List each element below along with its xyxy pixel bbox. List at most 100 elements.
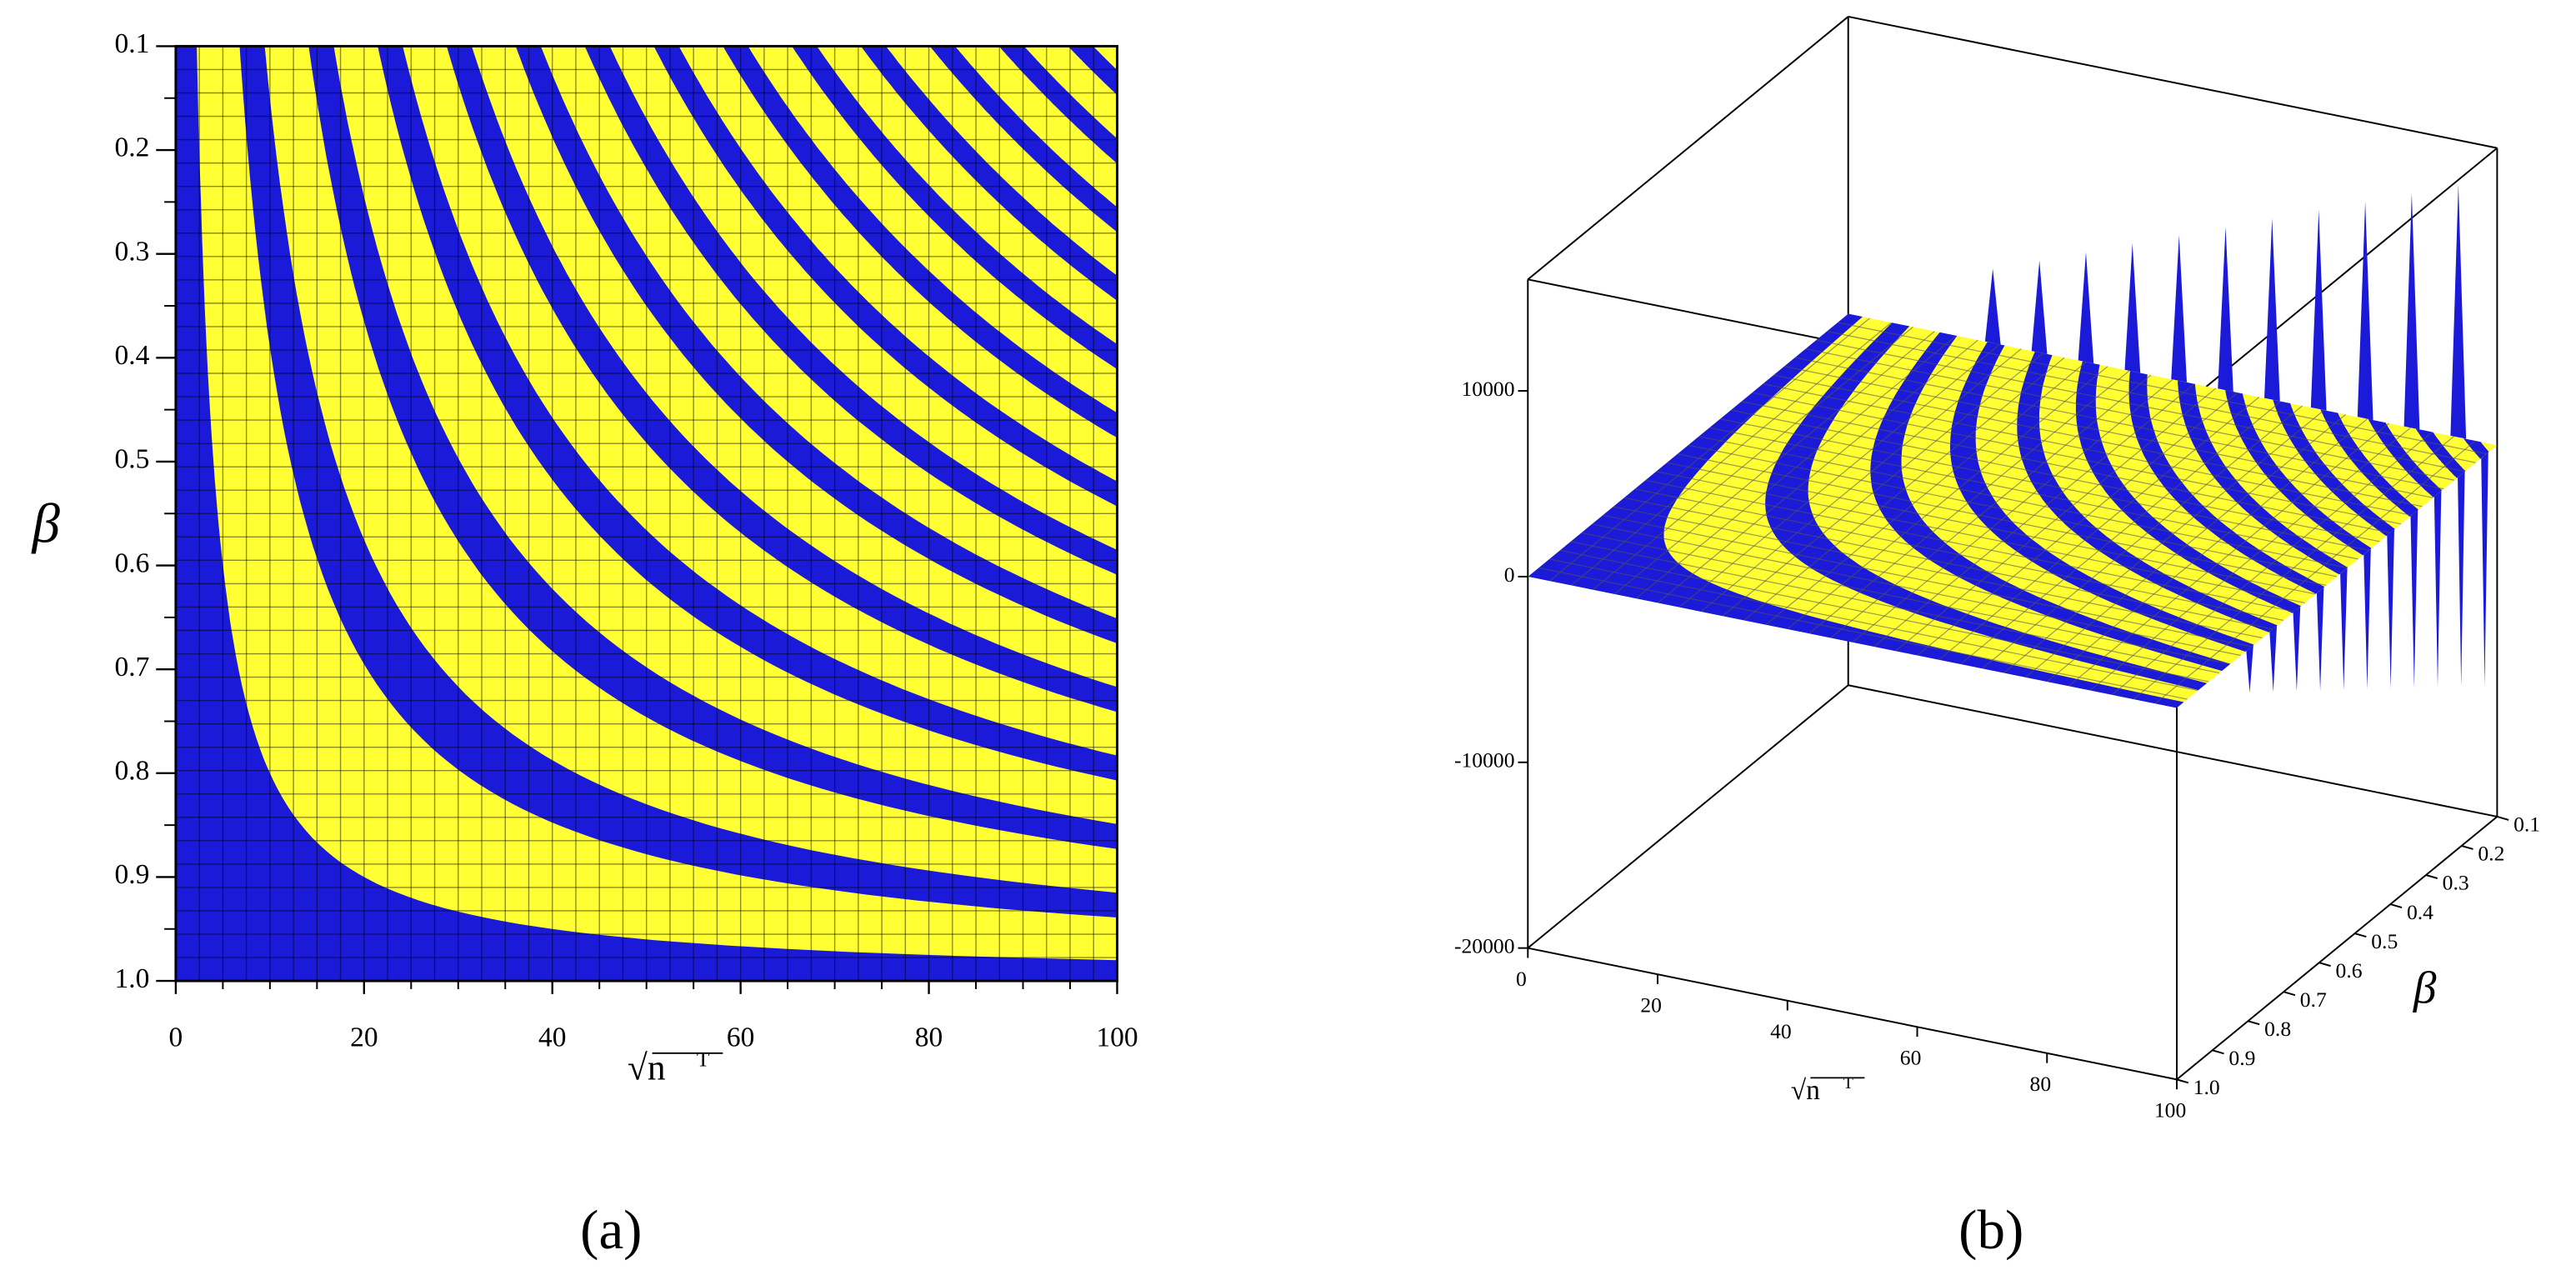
y-tick-label: 0.1: [115, 28, 150, 59]
y-axis-label: β: [31, 492, 61, 554]
y-tick: [2425, 874, 2438, 879]
y-tick-label: 0.4: [2407, 900, 2433, 924]
y-tick-label: 0.5: [115, 444, 150, 475]
spike: [2124, 243, 2141, 373]
y-tick-label: 0.5: [2371, 929, 2398, 953]
band: [2128, 352, 2325, 594]
band: [1949, 325, 2254, 652]
y-axis-label: β: [2413, 962, 2437, 1013]
mesh-line: [1805, 348, 2455, 481]
mesh-line: [1794, 357, 2444, 490]
spike: [2403, 192, 2420, 430]
x-tick-label: 20: [350, 1022, 378, 1053]
y-tick-label: 0.7: [2300, 988, 2327, 1012]
spike: [2078, 252, 2094, 364]
band: [1087, 0, 1118, 27]
x-tick-label: 0: [1516, 967, 1527, 991]
x-tick-label: 60: [1900, 1046, 1922, 1070]
box-edge: [1848, 15, 2498, 149]
box-edge: [2176, 816, 2498, 1081]
x-tick-label: 100: [2154, 1098, 2186, 1122]
y-tick-label: 1.0: [115, 963, 150, 994]
spike: [2433, 491, 2442, 688]
band: [998, 46, 1118, 164]
mesh-line: [1826, 330, 2476, 463]
band: [239, 46, 1118, 918]
mesh-line: [2111, 431, 2433, 696]
y-tick-label: 0.9: [2228, 1046, 2255, 1070]
band: [2313, 389, 2418, 517]
plot-area: [175, 0, 1118, 982]
y-tick-label: 0.8: [115, 756, 150, 787]
band: [723, 46, 1118, 438]
y-tick-label: 0.6: [2336, 958, 2363, 982]
y-tick: [2318, 962, 2331, 968]
band: [929, 46, 1118, 232]
x-tick-label: 40: [538, 1022, 567, 1053]
spike: [2031, 260, 2048, 354]
mesh-line: [2133, 436, 2454, 700]
y-tick-label: 0.3: [2443, 871, 2469, 895]
band: [1528, 313, 2184, 708]
box-edge: [1528, 947, 2178, 1081]
spike: [2269, 626, 2278, 692]
spike: [2246, 645, 2253, 693]
y-tick: [2497, 816, 2509, 821]
spike: [1984, 268, 2001, 345]
spike: [2310, 209, 2327, 411]
spike: [2363, 548, 2371, 689]
y-tick: [2212, 1049, 2224, 1055]
spike: [2218, 227, 2233, 392]
mesh-line: [1837, 322, 2487, 455]
band: [2075, 344, 2302, 613]
spike: [2316, 587, 2324, 691]
y-tick-label: 0.7: [115, 652, 150, 682]
y-tick: [2461, 845, 2473, 850]
surface: [1528, 313, 2498, 708]
spike: [2340, 568, 2348, 690]
y-tick: [2176, 1078, 2189, 1084]
y-tick-label: 0.1: [2513, 812, 2540, 837]
box-edge: [1527, 16, 1849, 281]
spike: [2357, 201, 2373, 421]
mesh-line: [2089, 427, 2411, 692]
y-tick-label: 0.9: [115, 859, 150, 890]
spike: [2410, 510, 2418, 688]
spike: [2481, 452, 2488, 686]
z-tick-label: -20000: [1454, 934, 1515, 958]
y-tick-label: 0.6: [115, 548, 150, 578]
y-tick: [2248, 1020, 2260, 1026]
band: [792, 46, 1118, 369]
mesh-line: [1816, 339, 2466, 472]
spike: [2450, 184, 2467, 439]
band: [378, 46, 1118, 781]
band: [1765, 313, 2208, 691]
x-tick-label: 60: [727, 1022, 755, 1053]
spike: [2387, 529, 2394, 689]
panel-label: (b): [1958, 1199, 2023, 1261]
y-tick: [2283, 991, 2296, 997]
z-tick-label: 10000: [1462, 377, 1515, 401]
x-axis-label: √n: [1791, 1075, 1820, 1106]
y-tick-label: 0.8: [2264, 1017, 2291, 1041]
x-tick-label: 80: [915, 1022, 943, 1053]
spike: [2171, 235, 2187, 382]
x-tick-label: 20: [1640, 993, 1662, 1018]
x-axis-label-sup: T: [697, 1048, 710, 1072]
band: [2358, 398, 2443, 498]
box-edge: [1527, 684, 1849, 949]
band: [2017, 334, 2278, 632]
spike: [2264, 218, 2280, 402]
x-tick-label: 40: [1770, 1019, 1792, 1043]
y-tick: [2389, 903, 2403, 908]
x-tick-label: 0: [169, 1022, 183, 1053]
z-tick-label: -10000: [1454, 748, 1515, 772]
mesh-line: [2154, 440, 2476, 704]
band: [860, 46, 1118, 301]
band: [1068, 46, 1118, 95]
band: [175, 46, 1118, 982]
y-tick-label: 0.2: [2478, 842, 2504, 866]
x-axis-label: √n: [628, 1048, 666, 1088]
